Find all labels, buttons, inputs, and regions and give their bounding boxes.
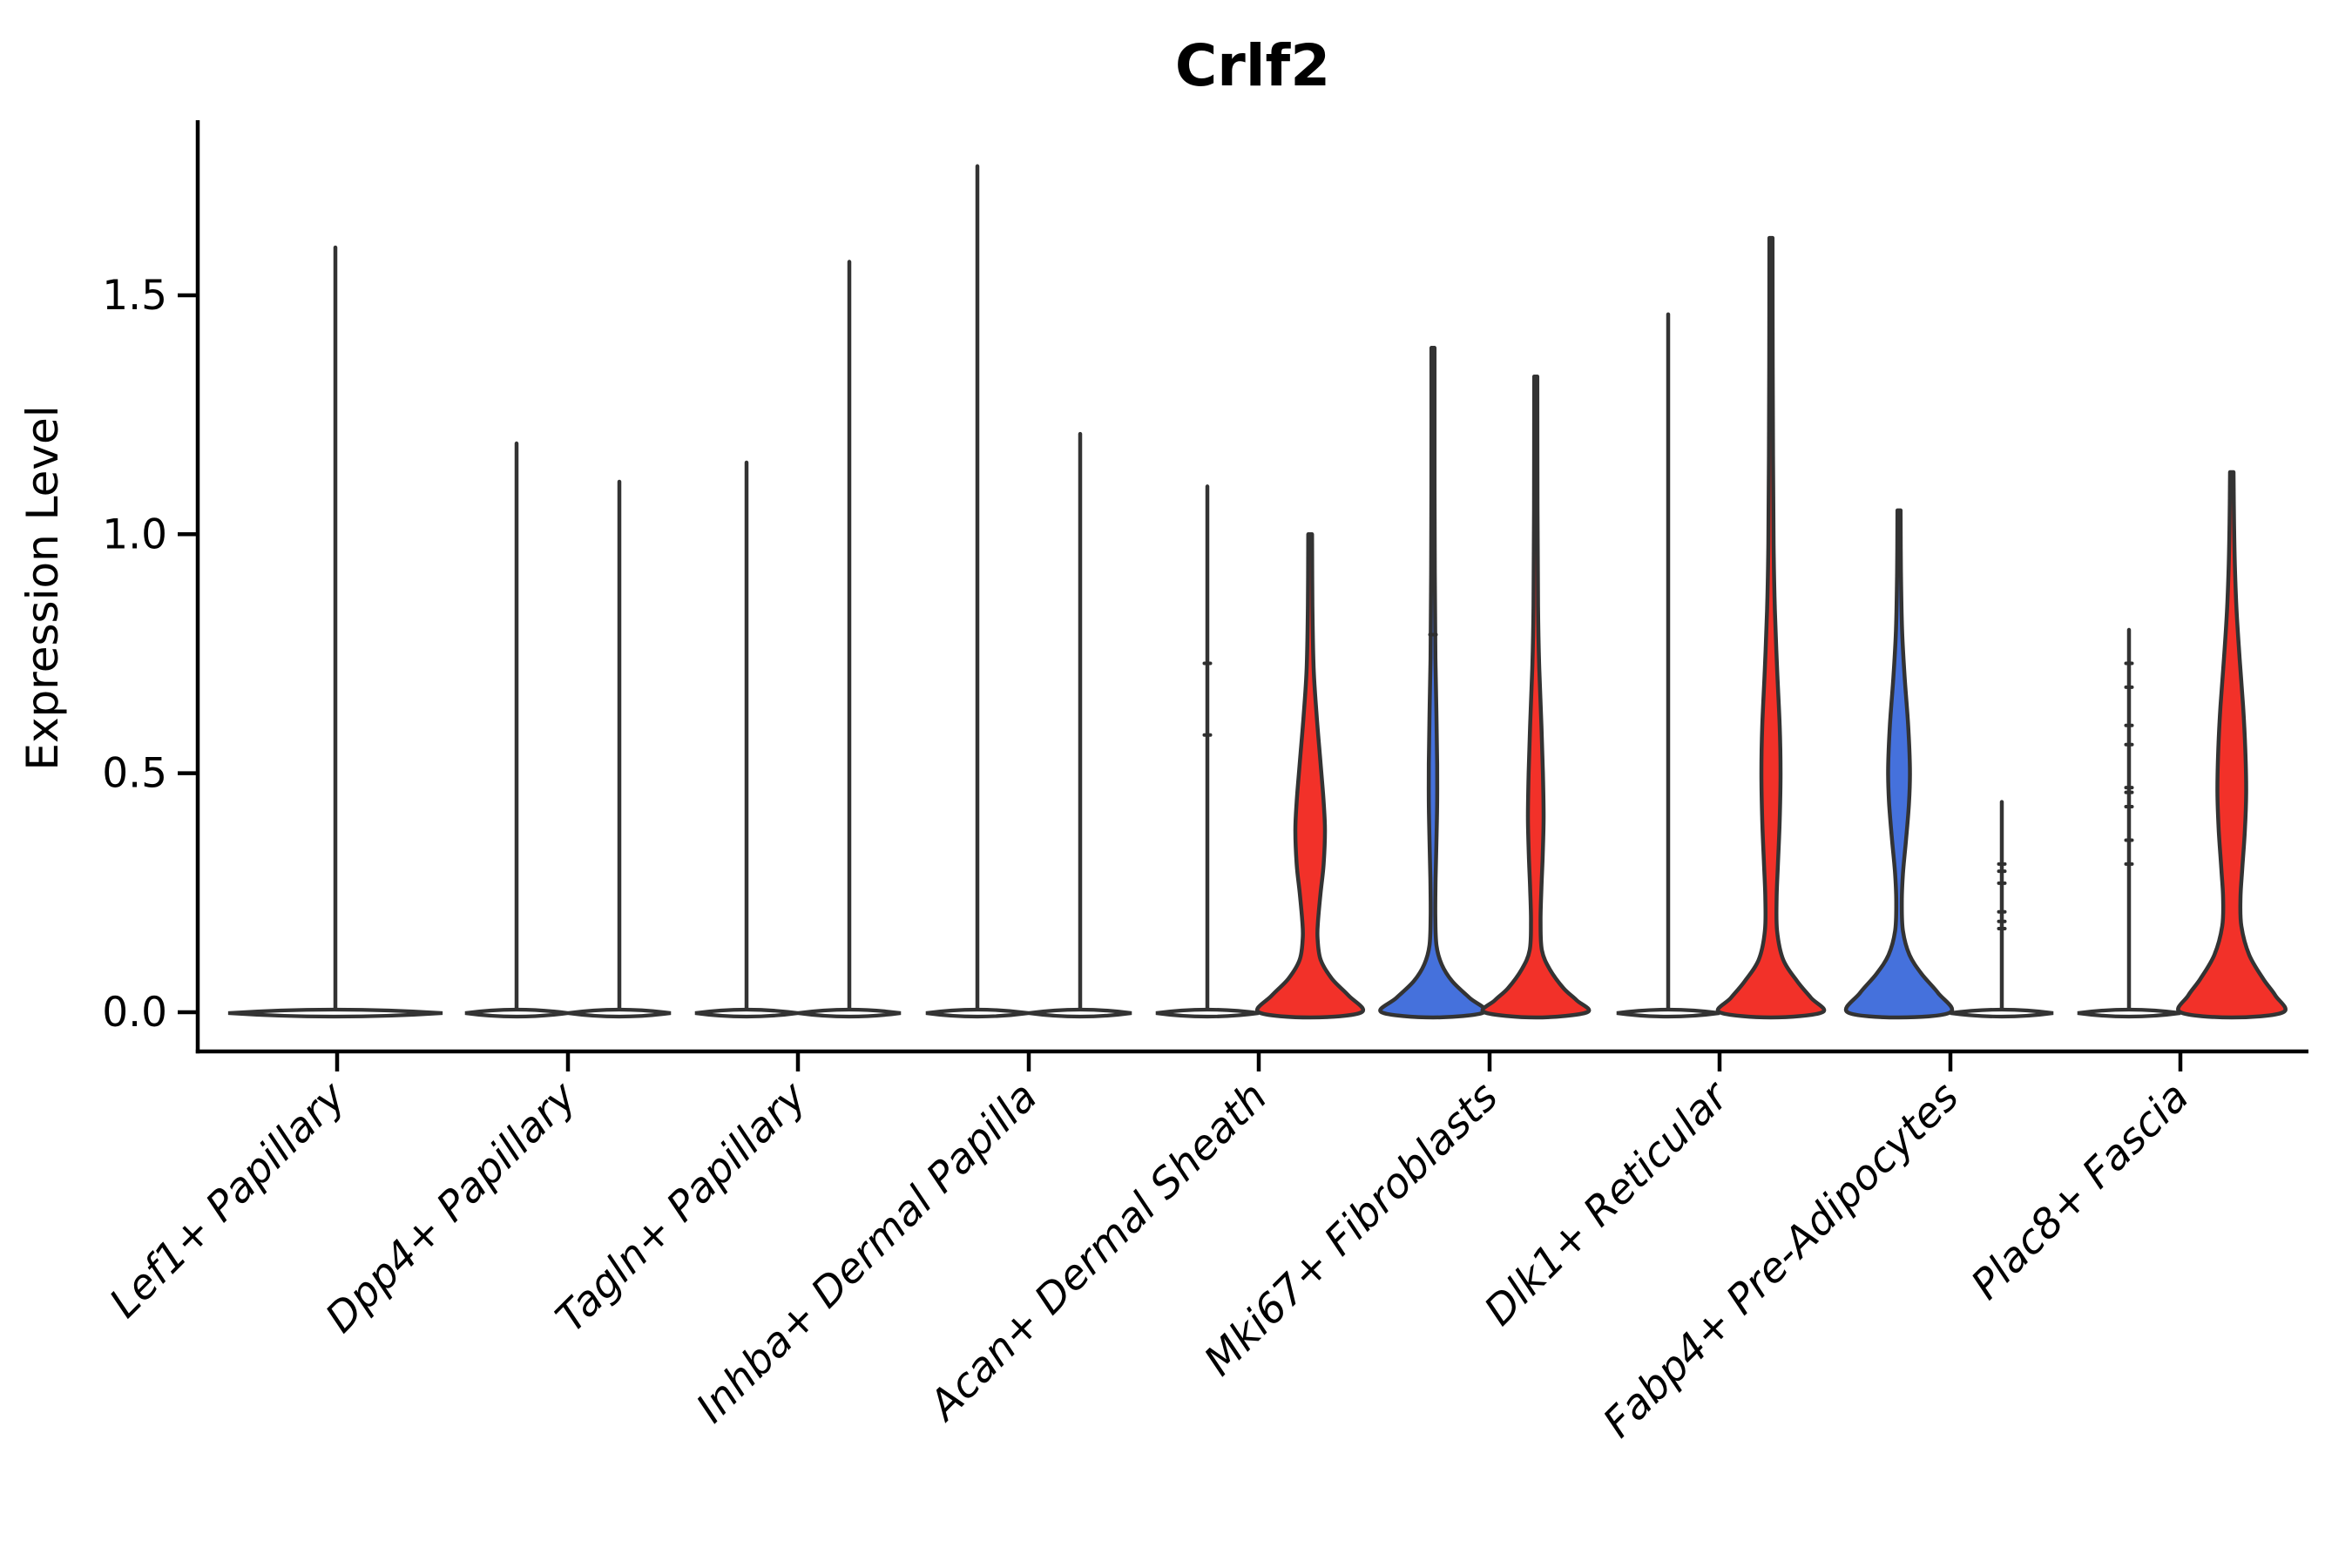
violin-body: [1715, 235, 1827, 1020]
y-tick-label: 0.5: [102, 750, 167, 798]
y-axis-label: Expression Level: [17, 405, 68, 770]
violin-dlk1-left: [1616, 312, 1720, 1019]
violin-mki67-left: [1378, 346, 1488, 1020]
jitter-point: [2124, 790, 2134, 794]
violin-plac8-right: [2176, 470, 2288, 1020]
x-category-label: Dpp4+ Papillary: [316, 1072, 586, 1342]
jitter-point: [2124, 742, 2134, 747]
jitter-point: [1428, 632, 1438, 637]
jitter-point: [2124, 723, 2134, 727]
jitter-point: [1997, 926, 2007, 930]
violin-base-lens: [1950, 1007, 2054, 1019]
violin-tagln-right: [797, 260, 902, 1019]
x-category-label: Lef1+ Papillary: [100, 1072, 355, 1328]
violin-body: [1843, 508, 1955, 1020]
violin-inhba-left: [925, 164, 1030, 1019]
jitter-point: [2124, 685, 2134, 689]
violin-base-lens: [1028, 1007, 1132, 1019]
jitter-point: [2124, 862, 2134, 866]
violin-base-lens: [925, 1007, 1030, 1019]
violin-acan-right: [1255, 532, 1365, 1020]
violin-body: [1378, 346, 1488, 1020]
violins-layer: [227, 164, 2288, 1020]
violin-tagln-left: [694, 460, 799, 1019]
jitter-point: [1997, 881, 2007, 885]
violin-body: [2176, 470, 2288, 1020]
violin-base-lens: [694, 1007, 799, 1019]
violin-base-lens: [2077, 1007, 2181, 1019]
violin-base-lens: [1155, 1007, 1260, 1019]
x-category-label: Plac8+ Fascia: [1962, 1073, 2198, 1309]
y-tick-label: 1.0: [102, 510, 167, 558]
jitter-point: [2124, 786, 2134, 790]
violin-body: [1480, 374, 1592, 1020]
violin-dlk1-right: [1715, 235, 1827, 1020]
violin-mki67-right: [1480, 374, 1592, 1020]
jitter-point: [2124, 805, 2134, 809]
violin-plac8-left: [2077, 627, 2181, 1019]
jitter-point: [1997, 869, 2007, 874]
violin-dpp4-left: [464, 441, 569, 1019]
violin-lef1-single: [227, 245, 443, 1019]
violin-base-lens: [567, 1007, 672, 1019]
jitter-point: [2124, 661, 2134, 666]
chart-title: Crlf2: [1175, 32, 1330, 99]
violin-base-lens: [1616, 1007, 1720, 1019]
jitter-point: [1997, 862, 2007, 866]
violin-base-lens: [797, 1007, 902, 1019]
violin-base-lens: [464, 1007, 569, 1019]
x-category-label: Tagln+ Papillary: [547, 1072, 817, 1342]
y-tick-label: 1.5: [102, 272, 167, 320]
violin-inhba-right: [1028, 431, 1132, 1019]
violin-base-lens: [227, 1007, 443, 1019]
violin-fabp4-left: [1843, 508, 1955, 1020]
violin-dpp4-right: [567, 479, 672, 1019]
jitter-point: [2124, 838, 2134, 842]
x-category-label: Dlk1+ Reticular: [1476, 1071, 1740, 1335]
y-tick-label: 0.0: [102, 989, 167, 1037]
jitter-point: [1202, 661, 1213, 666]
jitter-point: [1997, 909, 2007, 914]
jitter-point: [1202, 733, 1213, 737]
violin-fabp4-right: [1950, 800, 2054, 1019]
jitter-point: [1997, 919, 2007, 923]
violin-body: [1255, 532, 1365, 1020]
violin-acan-left: [1155, 484, 1260, 1019]
